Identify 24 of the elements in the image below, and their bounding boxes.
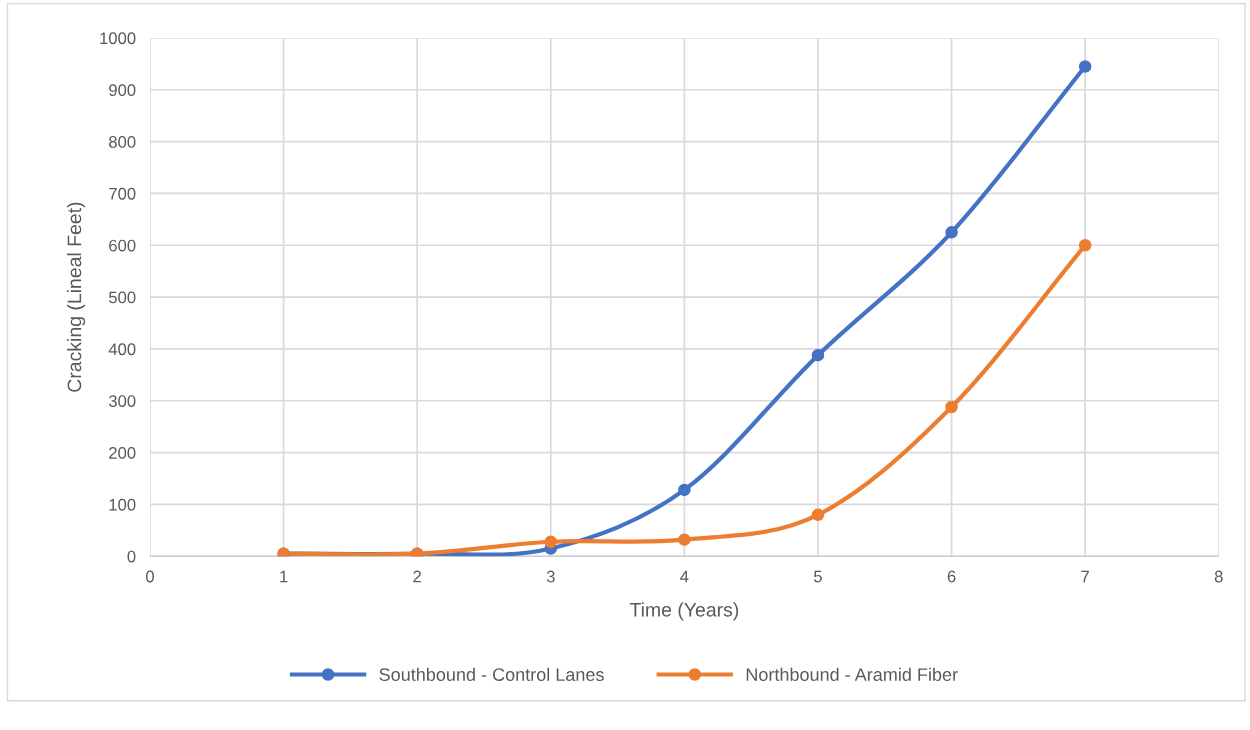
x-tick-label: 0 [146, 570, 154, 583]
x-tick-label: 8 [1214, 570, 1223, 583]
y-tick-label: 800 [109, 136, 136, 148]
y-tick-label: 700 [109, 187, 136, 200]
x-tick-label: 6 [947, 570, 956, 583]
x-tick-label: 1 [280, 570, 288, 583]
legend-label: Southbound - Control Lanes [379, 667, 604, 681]
x-tick-label: 7 [1081, 570, 1089, 583]
y-tick-label: 200 [109, 447, 136, 459]
y-tick-label: 400 [108, 343, 136, 356]
y-tick-label: 500 [108, 291, 136, 304]
x-axis-title: Time (Years) [629, 602, 739, 621]
x-tick-label: 3 [546, 570, 555, 583]
y-axis-title: Cracking (Lineal Feet) [67, 202, 86, 392]
y-tick-label: 100 [109, 498, 136, 511]
y-tick-label: 300 [108, 395, 136, 407]
y-tick-label: 1000 [100, 32, 136, 45]
x-tick-label: 5 [814, 570, 822, 583]
x-tick-label: 4 [680, 570, 689, 583]
x-tick-label: 2 [413, 570, 421, 583]
legend-label: Northbound - Aramid Fiber [746, 667, 958, 681]
y-tick-label: 0 [127, 550, 136, 563]
y-tick-label: 900 [109, 84, 136, 96]
y-tick-label: 600 [109, 239, 136, 252]
